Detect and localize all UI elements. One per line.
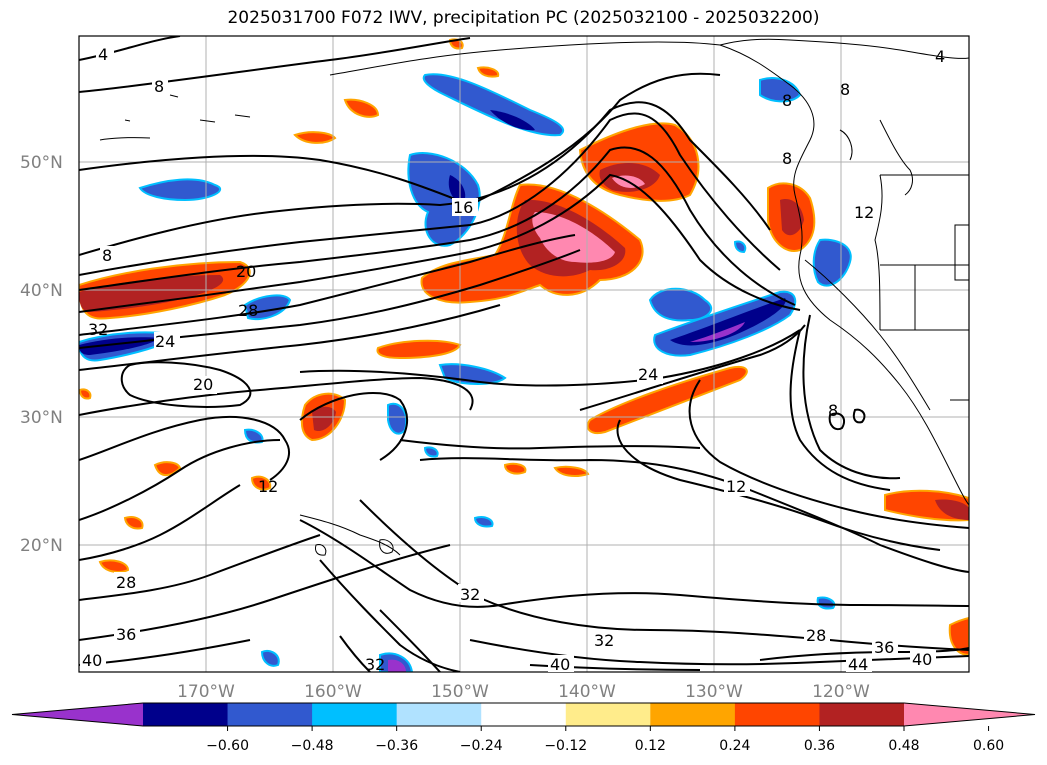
contour-label: 20 [193,375,213,394]
contour-label: 8 [840,80,850,99]
contour-label: 32 [594,631,614,650]
plot-title: 2025031700 F072 IWV, precipitation PC (2… [227,8,820,28]
contour-label: 8 [782,149,792,168]
lat-label: 30°N [20,408,63,428]
map-content [79,36,969,672]
contour-label-layer: 4 8 8 16 20 28 24 20 24 12 8 8 8 12 8 28… [80,44,945,674]
contour-label: 28 [116,573,136,592]
lon-label: 170°W [177,682,235,702]
contour-label: 36 [116,625,136,644]
contour-label: 40 [550,655,570,674]
contour-label: 12 [854,203,874,222]
contour-label: 4 [935,47,945,66]
colorbar-segment [227,703,313,726]
colorbar-segment [565,703,651,726]
contour-label: 8 [154,77,164,96]
contour-label: 32 [365,655,385,674]
contour-label: 40 [82,651,102,670]
contour-label: 12 [258,477,278,496]
colorbar-extend-min [12,703,143,726]
iwv-contours [79,36,969,672]
colorbar-segment [734,703,820,726]
contour-label: 32 [88,320,108,339]
contour-label: 32 [460,585,480,604]
contour-label: 36 [874,638,894,657]
longitude-labels: 170°W 160°W 150°W 140°W 130°W 120°W [177,682,870,702]
lat-label: 50°N [20,153,63,173]
map-frame [78,35,970,673]
colorbar-segment [312,703,398,726]
colorbar-tick-label: −0.24 [460,738,503,754]
contour-label: 12 [726,477,746,496]
lon-label: 150°W [431,682,489,702]
colorbar-tick-label: −0.12 [544,738,587,754]
colorbar-extend-max [904,703,1035,726]
lat-label: 40°N [20,281,63,301]
colorbar-segment [143,703,229,726]
contour-label: 24 [638,365,658,384]
coastlines [99,38,969,556]
colorbar-tick-label: −0.36 [375,738,418,754]
gridlines [79,36,969,672]
colorbar-segment [650,703,736,726]
colorbar-tick-label: −0.48 [291,738,334,754]
colorbar-tick-label: 0.60 [973,738,1004,754]
contour-label: 40 [912,650,932,669]
map-background [79,36,969,672]
colorbar-tick-label: 0.24 [719,738,750,754]
contour-label: 4 [98,45,108,64]
contour-label: 8 [102,246,112,265]
contour-label: 8 [782,91,792,110]
contour-label: 28 [806,626,826,645]
contour-label: 24 [155,332,175,351]
negative-precip-shading [79,73,852,672]
lon-label: 120°W [812,682,870,702]
lon-label: 160°W [304,682,362,702]
colorbar-tick-label: 0.48 [888,738,919,754]
contour-label: 20 [236,262,256,281]
colorbar-tick-label: −0.60 [206,738,249,754]
latitude-labels: 50°N 40°N 30°N 20°N [20,153,63,556]
colorbar-segment [819,703,905,726]
contour-label: 44 [848,655,868,674]
colorbar-segment [396,703,482,726]
colorbar-tick-label: 0.12 [635,738,666,754]
colorbar-segment [481,703,567,726]
lat-label: 20°N [20,536,63,556]
contour-label: 28 [238,301,258,320]
contour-label: 16 [453,198,473,217]
lon-label: 130°W [685,682,743,702]
lon-label: 140°W [558,682,616,702]
colorbar-tick-label: 0.36 [804,738,835,754]
contour-label: 8 [828,401,838,420]
colorbar: −0.60 −0.48 −0.36 −0.24 −0.12 0.12 0.24 0.36 0.4… [11,702,1036,754]
